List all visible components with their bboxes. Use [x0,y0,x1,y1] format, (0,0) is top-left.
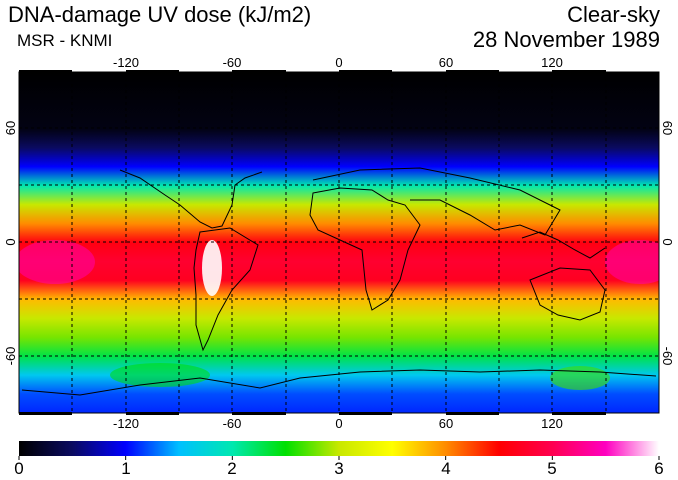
pacific-high-dose-patch [19,240,95,284]
left-lat-label: 60 [3,121,18,135]
right-lat-label: 0 [660,238,675,245]
colorbar-labels: 0 1 2 3 4 5 6 [14,459,663,478]
map-field [19,72,659,413]
bottom-lon-labels: -120 -60 0 60 120 [113,416,563,431]
colorbar-label: 1 [121,459,130,478]
bottom-lon-label: 60 [439,416,453,431]
top-lon-label: 0 [335,55,342,70]
coastlines [21,167,657,396]
right-lat-label: 60 [660,121,675,135]
right-lat-labels: 60 0 -60 [660,121,675,366]
left-lat-label: -60 [3,347,18,366]
top-lon-label: -120 [113,55,139,70]
colorbar-label: 0 [14,459,23,478]
colorbar-label: 2 [227,459,236,478]
coast-south-america [193,227,259,352]
right-lat-label: -60 [660,347,675,366]
colorbar-label: 4 [441,459,450,478]
coast-antarctica [21,369,657,396]
date-label: 28 November 1989 [472,27,660,52]
frame-border-segments [19,70,606,415]
antarctic-green-patch [110,363,210,387]
bottom-lon-label: -60 [223,416,242,431]
coast-australia [529,267,606,321]
andes-high-dose-patch [202,240,222,296]
top-lon-label: 120 [541,55,563,70]
bottom-lon-label: 0 [335,416,342,431]
colorbar-label: 6 [654,459,663,478]
colorbar-ticks [18,456,660,460]
colorbar-label: 3 [334,459,343,478]
colorbar [19,441,659,456]
top-lon-label: -60 [223,55,242,70]
east-pacific-high-dose-patch [605,240,659,284]
sky-condition-label: Clear-sky [567,2,660,27]
left-lat-label: 0 [3,238,18,245]
antarctic-green-patch-east [550,366,610,390]
bottom-lon-label: -120 [113,416,139,431]
colorbar-label: 5 [547,459,556,478]
top-lon-label: 60 [439,55,453,70]
coast-africa [309,187,421,311]
top-lon-labels: -120 -60 0 60 120 [113,55,563,70]
left-lat-labels: 60 0 -60 [3,121,18,366]
map-title: DNA-damage UV dose (kJ/m2) [8,2,312,27]
coast-maritime-asia [521,231,606,259]
coast-north-america [119,169,263,229]
graticule [19,72,659,413]
bottom-lon-label: 120 [541,416,563,431]
map-subtitle: MSR - KNMI [17,31,113,50]
